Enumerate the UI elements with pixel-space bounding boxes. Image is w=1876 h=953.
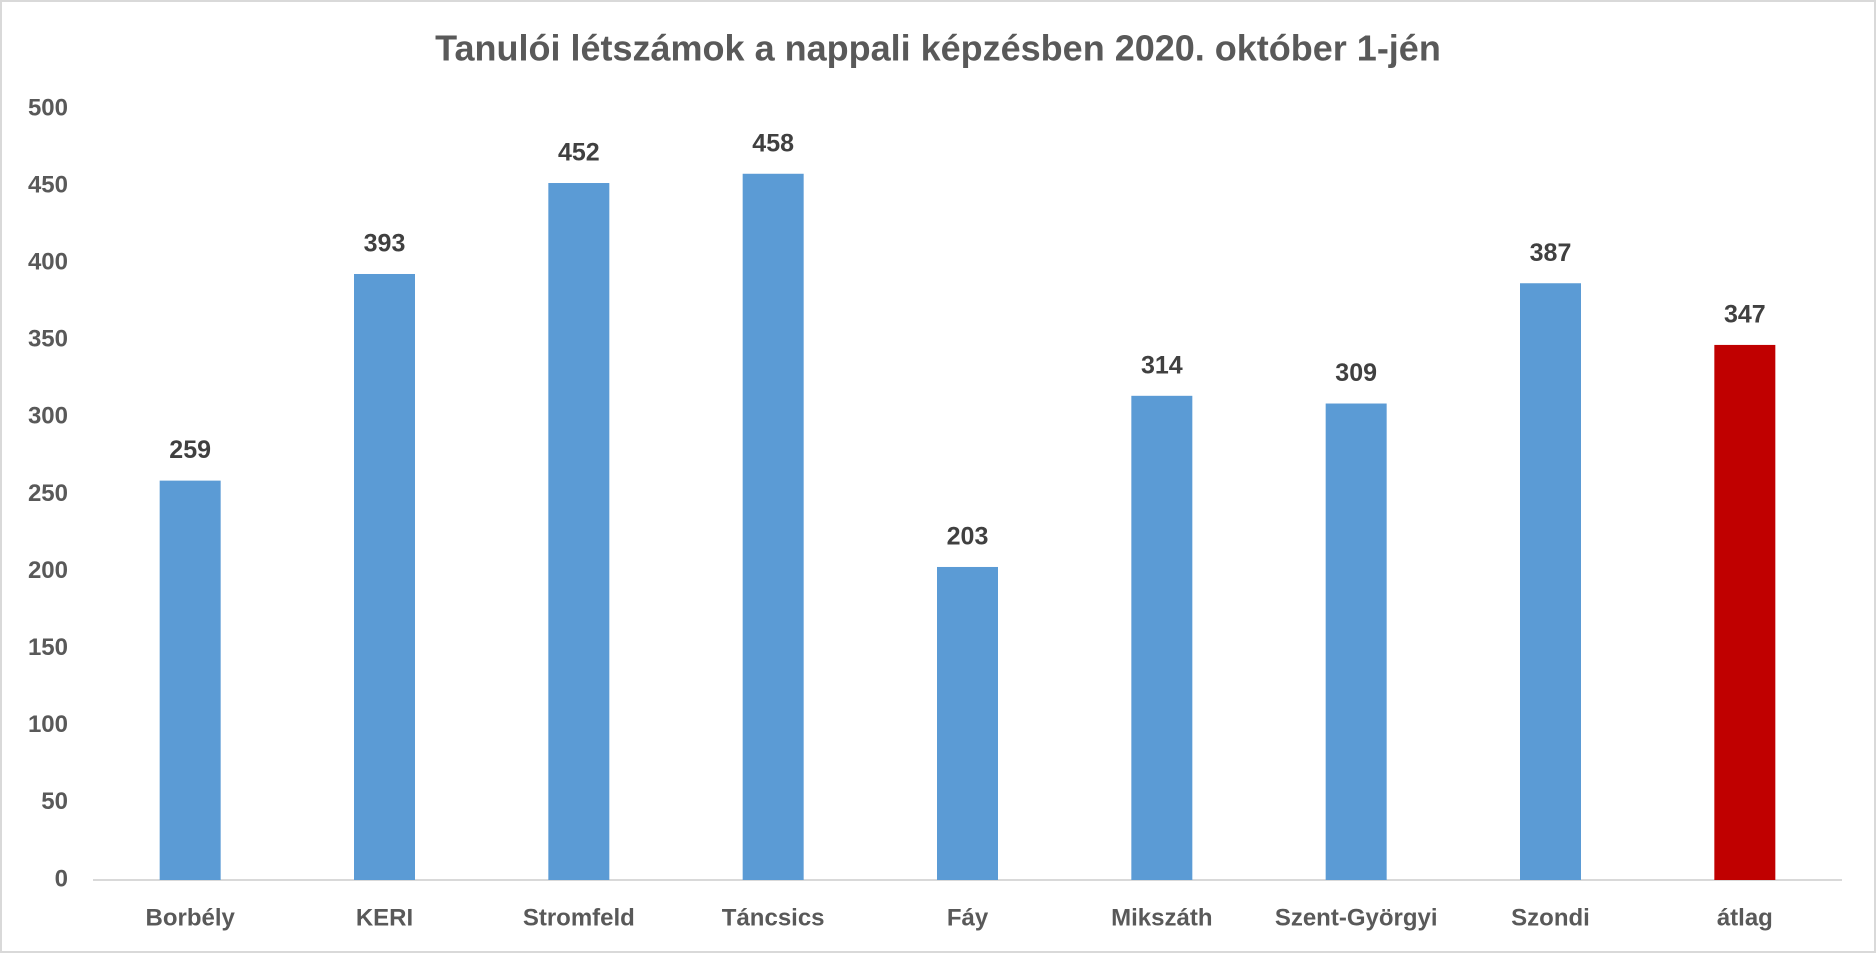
bar xyxy=(1131,395,1193,880)
x-tick-label: Fáy xyxy=(947,904,989,931)
x-tick-label: Táncsics xyxy=(722,904,825,931)
data-label: 387 xyxy=(1530,239,1572,267)
y-tick-label: 450 xyxy=(28,171,68,198)
bar xyxy=(159,480,221,880)
data-label: 347 xyxy=(1724,301,1766,329)
y-tick-label: 150 xyxy=(28,634,68,661)
x-tick-label: átlag xyxy=(1717,904,1773,931)
bar xyxy=(742,173,804,880)
data-label: 309 xyxy=(1335,359,1377,387)
bar xyxy=(354,273,415,880)
data-label: 203 xyxy=(947,523,989,551)
x-tick-label: Szent-Györgyi xyxy=(1275,904,1438,931)
bar xyxy=(1325,403,1387,880)
x-tick-label: Stromfeld xyxy=(523,904,635,931)
y-tick-label: 400 xyxy=(28,249,68,276)
y-tick-label: 300 xyxy=(28,403,68,430)
y-tick-label: 350 xyxy=(28,326,68,353)
data-label: 452 xyxy=(558,139,600,167)
bar xyxy=(937,566,998,880)
x-tick-label: Borbély xyxy=(145,904,235,931)
data-label: 314 xyxy=(1141,351,1183,379)
x-tick-label: Szondi xyxy=(1511,904,1590,931)
bar xyxy=(1714,344,1776,880)
y-tick-label: 50 xyxy=(41,788,68,815)
x-tick-label: KERI xyxy=(356,904,413,931)
y-tick-label: 100 xyxy=(28,711,68,738)
bar xyxy=(1520,283,1581,881)
data-label: 393 xyxy=(364,230,406,258)
bar xyxy=(548,183,610,881)
data-label: 458 xyxy=(752,129,794,157)
chart-title: Tanulói létszámok a nappali képzésben 20… xyxy=(435,28,1441,69)
y-tick-label: 500 xyxy=(28,94,68,121)
y-tick-label: 250 xyxy=(28,480,68,507)
y-tick-label: 0 xyxy=(55,865,68,892)
data-label: 259 xyxy=(169,436,211,464)
y-tick-label: 200 xyxy=(28,557,68,584)
x-tick-label: Mikszáth xyxy=(1111,904,1212,931)
